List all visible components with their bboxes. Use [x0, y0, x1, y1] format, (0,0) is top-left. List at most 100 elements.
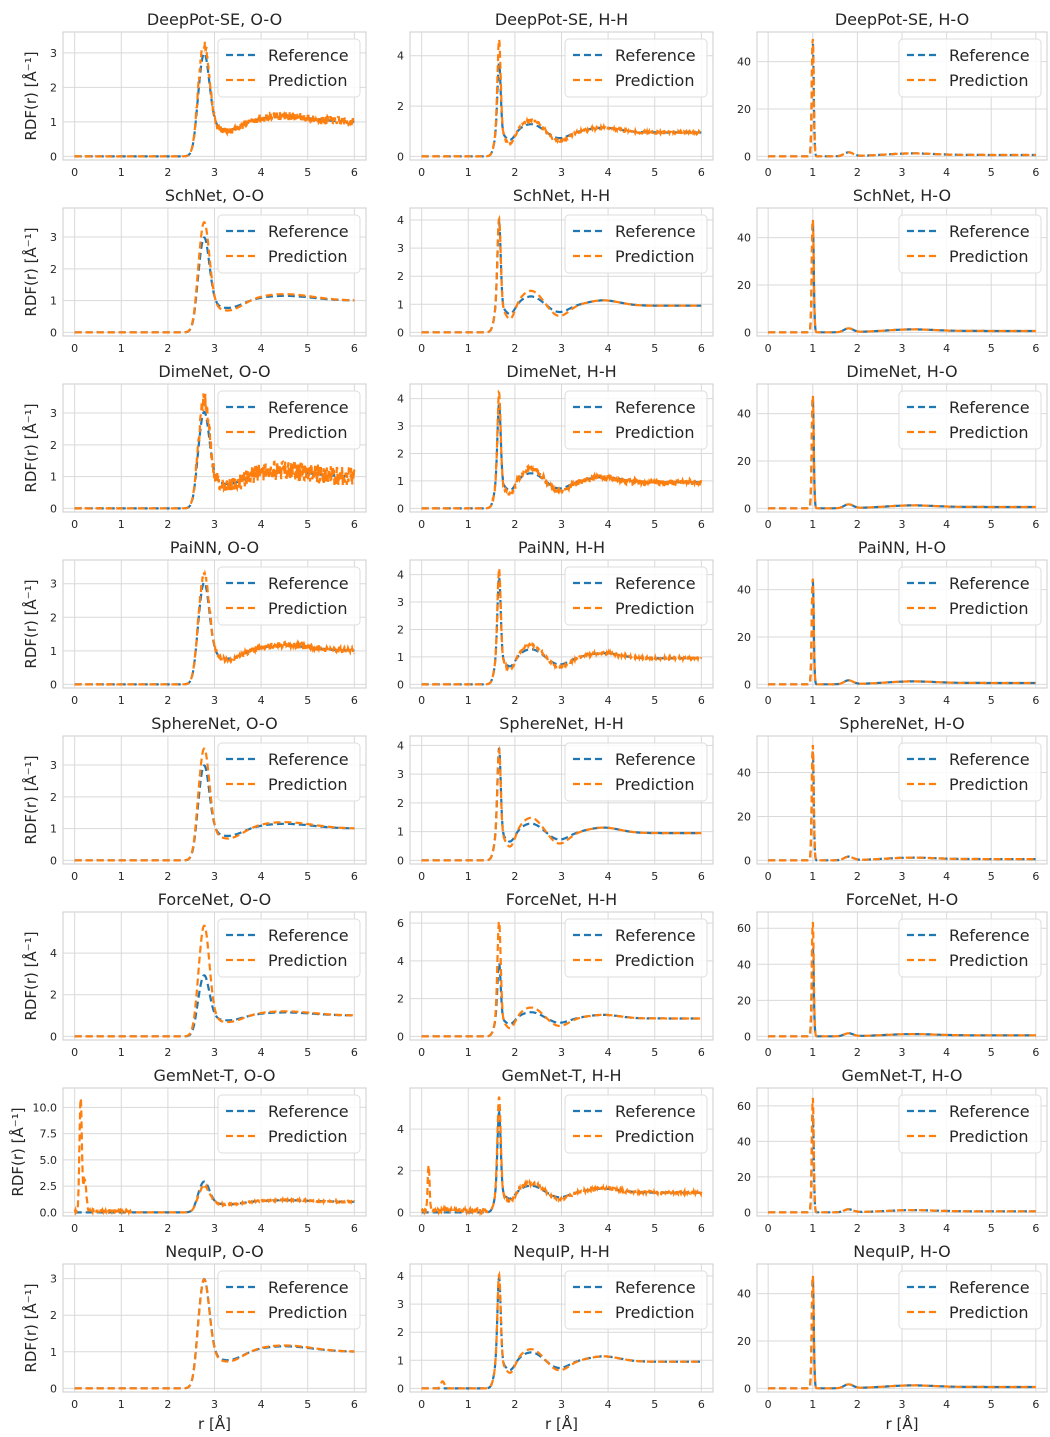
panel-painn-h-h: 0 1 2 3 4 5 6 0 1 2 3 4 PaiNN, H-H Reference Predictio…	[397, 538, 714, 707]
x-tick-label: 2	[511, 342, 518, 355]
legend-box	[564, 742, 708, 802]
x-tick-label: 4	[258, 1046, 265, 1059]
legend-label: Prediction	[268, 951, 347, 970]
x-tick-label: 6	[351, 870, 358, 883]
x-tick-label: 4	[605, 518, 612, 531]
series-prediction-line	[421, 214, 702, 334]
legend-box	[898, 38, 1042, 98]
series-prediction-line	[421, 389, 703, 510]
y-tick-label: 2	[397, 270, 404, 283]
legend: Reference Prediction	[564, 390, 708, 450]
series-prediction-line	[768, 1275, 1036, 1390]
x-tick-label: 0	[418, 1398, 425, 1411]
y-axis-label: RDF(r) [Å⁻¹]	[21, 1283, 40, 1372]
x-tick-label: 5	[304, 1046, 311, 1059]
legend-box	[217, 214, 361, 274]
y-axis-label: RDF(r) [Å⁻¹]	[21, 579, 40, 668]
legend-label: Reference	[615, 750, 696, 769]
x-tick-label: 4	[943, 1046, 950, 1059]
x-tick-label: 3	[558, 694, 565, 707]
x-tick-label: 0	[765, 518, 772, 531]
y-tick-label: 3	[50, 231, 57, 244]
legend: Reference Prediction	[217, 390, 361, 450]
legend: Reference Prediction	[217, 214, 361, 274]
y-axis-label: RDF(r) [Å⁻¹]	[21, 227, 40, 316]
x-tick-label: 4	[605, 166, 612, 179]
legend-label: Prediction	[268, 775, 347, 794]
x-tick-label: 6	[351, 1222, 358, 1235]
series-prediction-line	[73, 1098, 356, 1216]
y-tick-label: 1	[397, 298, 404, 311]
x-tick-label: 0	[418, 166, 425, 179]
x-tick-label: 3	[899, 1222, 906, 1235]
x-tick-label: 5	[651, 870, 658, 883]
legend-box	[564, 918, 708, 978]
x-tick-label: 4	[605, 1222, 612, 1235]
x-tick-label: 1	[465, 166, 472, 179]
legend: Reference Prediction	[898, 918, 1042, 978]
x-tick-label: 2	[511, 1046, 518, 1059]
panel-title: SchNet, H-H	[513, 186, 610, 205]
legend-label: Prediction	[268, 1303, 347, 1322]
panel-dimenet-h-o: 0 1 2 3 4 5 6 0 20 40 DimeNet, H-O Reference Predict…	[737, 362, 1048, 531]
y-tick-label: 2	[50, 263, 57, 276]
x-tick-label: 1	[809, 1222, 816, 1235]
y-tick-label: 4	[397, 569, 404, 582]
x-tick-label: 2	[164, 1222, 171, 1235]
y-tick-label: 2	[397, 623, 404, 636]
panel-nequip-h-o: 0 1 2 3 4 5 6 0 20 40 NequIP, H-O Reference Predicti…	[737, 1242, 1048, 1433]
y-tick-label: 2	[50, 791, 57, 804]
y-axis-label: RDF(r) [Å⁻¹]	[21, 931, 40, 1020]
x-tick-label: 2	[511, 166, 518, 179]
y-tick-label: 5.0	[40, 1154, 58, 1167]
legend-label: Prediction	[949, 423, 1028, 442]
y-tick-label: 20	[737, 631, 751, 644]
x-tick-label: 2	[164, 1398, 171, 1411]
x-tick-label: 6	[351, 694, 358, 707]
legend-label: Prediction	[615, 775, 694, 794]
legend: Reference Prediction	[564, 566, 708, 626]
legend: Reference Prediction	[217, 1270, 361, 1330]
x-tick-label: 4	[943, 166, 950, 179]
legend: Reference Prediction	[898, 566, 1042, 626]
x-tick-label: 6	[351, 1398, 358, 1411]
y-tick-label: 0	[397, 1382, 404, 1395]
x-tick-label: 0	[71, 1046, 78, 1059]
x-tick-label: 6	[351, 342, 358, 355]
y-tick-label: 60	[737, 922, 751, 935]
x-tick-label: 2	[854, 1046, 861, 1059]
x-tick-label: 3	[211, 166, 218, 179]
y-tick-label: 40	[737, 232, 751, 245]
panel-nequip-h-h: 0 1 2 3 4 5 6 0 1 2 3 4 NequIP, H-H Reference Predicti…	[397, 1242, 714, 1433]
y-tick-label: 0	[744, 326, 751, 339]
y-tick-label: 10.0	[33, 1101, 58, 1114]
legend-box	[898, 1094, 1042, 1154]
x-tick-label: 1	[809, 1398, 816, 1411]
legend: Reference Prediction	[217, 566, 361, 626]
x-tick-label: 6	[351, 1046, 358, 1059]
y-tick-label: 20	[737, 103, 751, 116]
series-prediction-line	[74, 1278, 355, 1390]
x-tick-label: 2	[164, 870, 171, 883]
legend-label: Prediction	[949, 775, 1028, 794]
legend-label: Reference	[949, 1278, 1030, 1297]
x-tick-label: 4	[605, 870, 612, 883]
legend-label: Reference	[268, 222, 349, 241]
y-tick-label: 40	[737, 1135, 751, 1148]
x-tick-label: 2	[854, 342, 861, 355]
legend-box	[898, 1270, 1042, 1330]
x-tick-label: 2	[854, 1398, 861, 1411]
y-tick-label: 3	[397, 596, 404, 609]
legend-label: Reference	[615, 398, 696, 417]
panel-title: SphereNet, O-O	[151, 714, 277, 733]
x-tick-label: 2	[511, 1222, 518, 1235]
y-tick-label: 20	[737, 1335, 751, 1348]
y-tick-label: 4	[397, 1123, 404, 1136]
x-tick-label: 2	[511, 870, 518, 883]
legend-label: Reference	[949, 750, 1030, 769]
x-axis-label: r [Å]	[545, 1414, 578, 1433]
x-tick-label: 0	[71, 870, 78, 883]
y-tick-label: 0	[50, 678, 57, 691]
